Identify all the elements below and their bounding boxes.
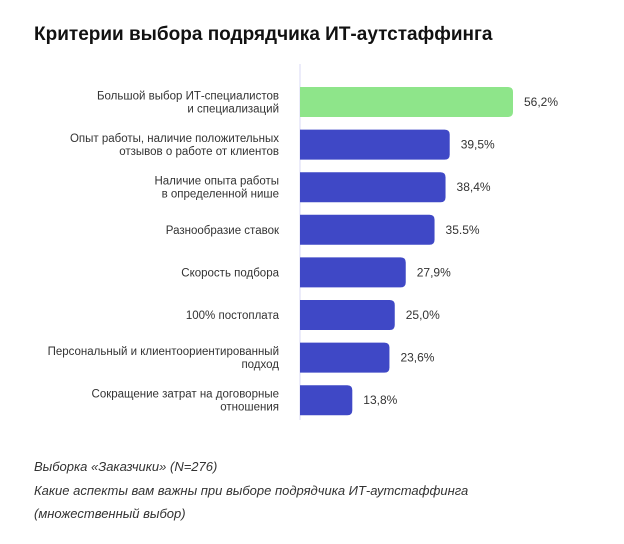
category-label: Разнообразие ставок — [166, 225, 280, 237]
bar — [300, 129, 450, 160]
value-label: 23,6% — [400, 351, 434, 365]
category-label: 100% постоплата — [186, 310, 280, 322]
bar — [300, 172, 446, 203]
category-label: Сокращение затрат на договорные отношения — [92, 389, 279, 414]
value-label: 56,2% — [524, 95, 558, 109]
value-label: 25,0% — [406, 308, 440, 322]
value-label: 39,5% — [461, 138, 495, 152]
category-label: Наличие опыта работы в определенной нише — [154, 176, 279, 201]
chart-title: Критерии выбора подрядчика ИТ-аутстаффин… — [34, 24, 493, 45]
value-label: 13,8% — [363, 393, 397, 407]
value-label: 38,4% — [457, 180, 491, 194]
value-label: 35.5% — [446, 223, 480, 237]
category-label: Большой выбор ИТ-специалистов и специализ… — [97, 91, 279, 116]
bar — [300, 87, 513, 117]
value-label: 27,9% — [417, 265, 451, 279]
category-label: Скорость подбора — [181, 267, 279, 279]
bar — [300, 300, 395, 330]
footer-note: (множественный выбор) — [34, 506, 186, 521]
bar — [300, 342, 390, 373]
bar — [300, 214, 435, 245]
bar — [300, 385, 353, 416]
category-label: Опыт работы, наличие положительных отзыво… — [70, 133, 279, 158]
footer-sample: Выборка «Заказчики» (N=276) — [34, 459, 218, 474]
footer-question: Какие аспекты вам важны при выборе подря… — [34, 483, 469, 498]
bar — [300, 257, 406, 288]
category-label: Персональный и клиентоориентированный под… — [48, 346, 280, 371]
